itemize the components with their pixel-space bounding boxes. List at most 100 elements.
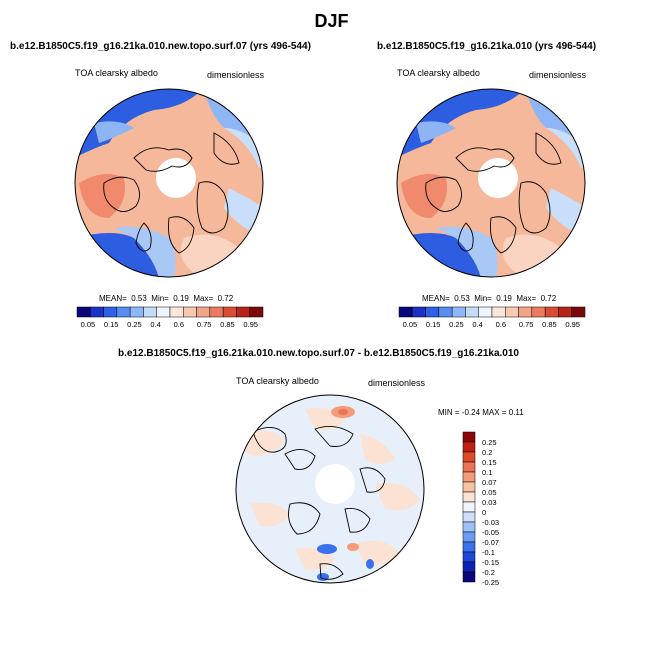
colorbar-swatch [451, 306, 466, 318]
panel2-stats: MEAN= 0.53 Min= 0.19 Max= 0.72 [422, 294, 557, 303]
map-boundary [74, 88, 264, 278]
colorbar-swatch [478, 306, 493, 318]
colorbar-swatch [196, 306, 211, 318]
colorbar-swatch [222, 306, 237, 318]
polar-missing-data-area [315, 464, 355, 504]
colorbar-swatch [462, 461, 476, 473]
colorbar-swatch [462, 551, 476, 563]
colorbar-swatch [462, 491, 476, 503]
panel1-units-label: dimensionless [207, 70, 265, 80]
colorbar-swatch [398, 306, 413, 318]
colorbar-swatch [491, 306, 506, 318]
colorbar-tick-label: 0.25 [449, 320, 464, 329]
colorbar-tick-label: 0.6 [495, 320, 507, 329]
coastline [425, 176, 462, 212]
map-boundary [396, 88, 586, 278]
colorbar-swatch [518, 306, 533, 318]
colorbar-tick-label: 0.95 [565, 320, 580, 329]
colorbar-swatch [156, 306, 171, 318]
diff-minmax: MIN = -0.24 MAX = 0.11 [438, 408, 524, 417]
main-title: DJF [314, 11, 349, 31]
colorbar-swatch [76, 306, 91, 318]
colorbar-swatch [462, 561, 476, 573]
panel1-colorbar [76, 306, 264, 318]
colorbar-swatch [462, 571, 476, 583]
diff-polar-map [235, 394, 425, 584]
colorbar-swatch [462, 541, 476, 553]
panel1-stats: MEAN= 0.53 Min= 0.19 Max= 0.72 [99, 294, 234, 303]
colorbar-tick-label: 0 [482, 507, 487, 517]
coastline [103, 176, 140, 212]
colorbar-tick-label: 0.95 [243, 320, 258, 329]
colorbar-swatch [412, 306, 426, 318]
colorbar-swatch [462, 521, 476, 533]
colorbar-swatch [505, 306, 519, 318]
colorbar-swatch [544, 306, 559, 318]
colorbar-swatch [465, 306, 479, 318]
colorbar-tick-label: 0.15 [482, 457, 497, 467]
colorbar-swatch [571, 306, 586, 318]
diff-colorbar [462, 431, 476, 583]
panel2-colorbar-ticks: 0.05 0.15 0.25 0.4 0.6 0.75 0.85 0.95 [399, 320, 585, 332]
colorbar-swatch [462, 501, 476, 513]
colorbar-tick-label: -0.25 [482, 577, 500, 587]
colorbar-tick-label: 0.2 [482, 447, 493, 457]
colorbar-swatch [558, 306, 572, 318]
colorbar-tick-label: 0.25 [482, 437, 497, 447]
colorbar-swatch [169, 306, 184, 318]
colorbar-tick-label: -0.2 [482, 567, 495, 577]
colorbar-swatch [462, 471, 476, 483]
colorbar-tick-label: 0.25 [127, 320, 142, 329]
colorbar-swatch [425, 306, 440, 318]
colorbar-tick-label: 0.4 [150, 320, 161, 329]
colorbar-swatch [531, 306, 546, 318]
colorbar-tick-label: -0.05 [482, 527, 500, 537]
negative-anomaly [317, 544, 337, 554]
diff-variable-label: TOA clearsky albedo [236, 376, 319, 386]
panel2-case-title: b.e12.B1850C5.f19_g16.21ka.010 (yrs 496-… [377, 41, 597, 52]
north-america-high-albedo-region [79, 174, 125, 218]
polar-missing-data-area [156, 158, 196, 198]
map-boundary [235, 394, 425, 584]
panel1-case-title: b.e12.B1850C5.f19_g16.21ka.010.new.topo.… [10, 41, 311, 52]
colorbar-swatch [183, 306, 197, 318]
colorbar-tick-label: 0.75 [196, 320, 212, 329]
panel2-colorbar [398, 306, 586, 318]
diff-colorbar-ticks: 0.25 0.2 0.15 0.1 0.07 0.05 0.03 0 -0.03 -0.05 -0.… [482, 432, 522, 587]
colorbar-tick-label: 0.05 [80, 320, 96, 329]
colorbar-tick-label: -0.03 [482, 517, 500, 527]
panel1-polar-map [74, 88, 264, 278]
colorbar-swatch [249, 306, 264, 318]
colorbar-swatch [129, 306, 144, 318]
colorbar-tick-label: 0.07 [482, 477, 497, 487]
panel2-variable-label: TOA clearsky albedo [397, 68, 480, 78]
colorbar-swatch [438, 306, 453, 318]
colorbar-tick-label: 0.05 [402, 320, 418, 329]
colorbar-swatch [462, 481, 476, 493]
colorbar-swatch [103, 306, 118, 318]
colorbar-tick-label: -0.07 [482, 537, 500, 547]
colorbar-tick-label: 0.85 [220, 320, 235, 329]
colorbar-swatch [116, 306, 131, 318]
colorbar-swatch [209, 306, 224, 318]
colorbar-swatch [462, 531, 476, 543]
colorbar-tick-label: 0.15 [103, 320, 119, 329]
colorbar-tick-label: 0.1 [482, 467, 493, 477]
coastline [252, 427, 287, 453]
colorbar-tick-label: 0.75 [518, 320, 534, 329]
diff-title: b.e12.B1850C5.f19_g16.21ka.010.new.topo.… [118, 348, 519, 359]
colorbar-tick-label: -0.15 [482, 557, 500, 567]
colorbar-swatch [143, 306, 157, 318]
colorbar-tick-label: 0.4 [472, 320, 483, 329]
colorbar-tick-label: 0.85 [542, 320, 557, 329]
panel2-units-label: dimensionless [529, 70, 587, 80]
colorbar-tick-label: 0.15 [425, 320, 441, 329]
colorbar-swatch [90, 306, 104, 318]
diff-units-label: dimensionless [368, 378, 426, 388]
colorbar-swatch [462, 511, 476, 523]
colorbar-swatch [462, 441, 476, 453]
panel2-polar-map [396, 88, 586, 278]
colorbar-swatch [462, 451, 476, 463]
colorbar-tick-label: 0.6 [173, 320, 185, 329]
colorbar-tick-label: 0.05 [482, 487, 497, 497]
